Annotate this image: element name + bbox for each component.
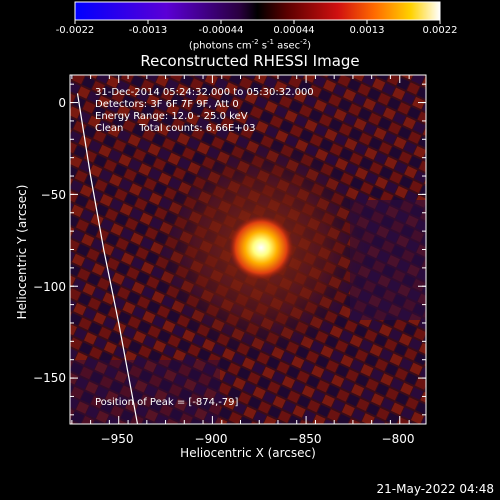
colorbar-tick-label: 0.00044 bbox=[273, 25, 315, 36]
colorbar bbox=[74, 1, 441, 24]
info-time-range: 31-Dec-2014 05:24:32.000 to 05:30:32.000 bbox=[95, 87, 314, 98]
peak-position-label: Position of Peak = [-874,-79] bbox=[95, 397, 239, 408]
y-tick-label: −100 bbox=[33, 280, 66, 294]
x-axis-label: Heliocentric X (arcsec) bbox=[180, 446, 316, 460]
info-clean-counts: Clean Total counts: 6.66E+03 bbox=[95, 123, 256, 134]
solar-limb-line bbox=[76, 93, 139, 424]
colorbar-ticks bbox=[74, 20, 441, 24]
x-tick-label: −950 bbox=[100, 432, 134, 446]
x-tick-label: −900 bbox=[194, 432, 228, 446]
x-tick-label: −850 bbox=[288, 432, 322, 446]
colorbar-tick-label: 0.0013 bbox=[349, 25, 385, 36]
heatmap-purple-region bbox=[70, 360, 220, 424]
colorbar-tick-label: -0.00044 bbox=[198, 25, 244, 36]
colorbar-gradient bbox=[74, 1, 441, 21]
colorbar-tick-label: -0.0022 bbox=[55, 25, 95, 36]
colorbar-tick-label: 0.0022 bbox=[422, 25, 458, 36]
info-detectors: Detectors: 3F 6F 7F 9F, Att 0 bbox=[95, 99, 239, 110]
colorbar-tick-label: -0.0013 bbox=[128, 25, 168, 36]
plot-title: Reconstructed RHESSI Image bbox=[140, 52, 360, 70]
info-energy-range: Energy Range: 12.0 - 25.0 keV bbox=[95, 111, 248, 122]
y-axis-label: Heliocentric Y (arcsec) bbox=[15, 184, 29, 320]
y-tick-label: −150 bbox=[33, 371, 66, 385]
render-timestamp: 21-May-2022 04:48 bbox=[376, 482, 494, 496]
heatmap-peak-source bbox=[229, 215, 294, 280]
y-tick-label: 0 bbox=[58, 96, 66, 110]
colorbar-units: (photons cm-2 s-1 asec-2) bbox=[188, 38, 312, 52]
x-tick-label: −800 bbox=[381, 432, 415, 446]
axis-ticks bbox=[70, 75, 426, 424]
y-tick-label: −50 bbox=[40, 188, 66, 202]
